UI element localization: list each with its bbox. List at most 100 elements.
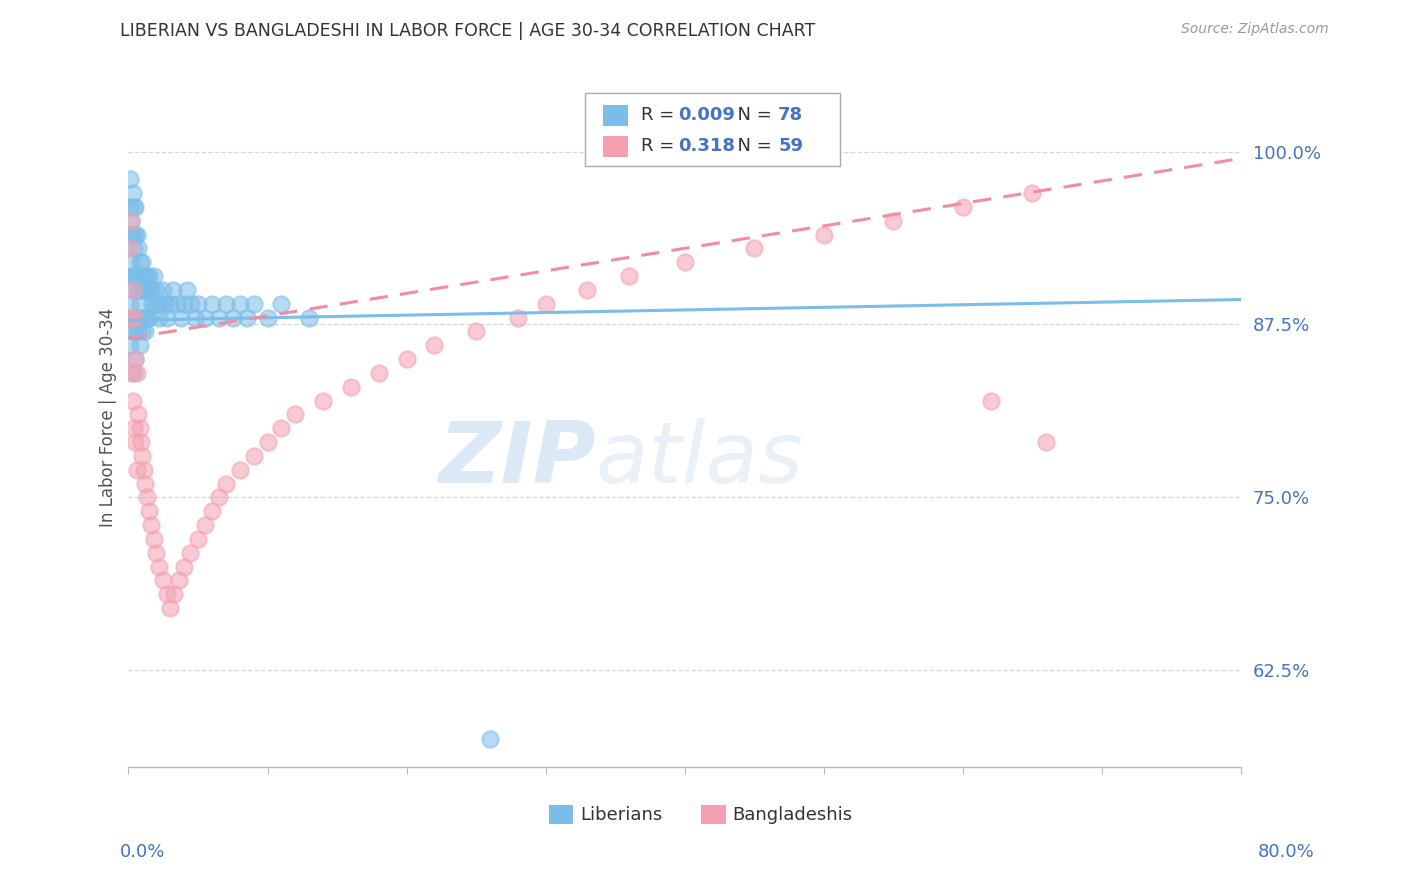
Point (167, 574, 190, 588)
Point (152, 574, 174, 588)
Point (159, 296, 181, 310)
Point (142, 268, 165, 283)
Point (118, 241, 141, 255)
Text: 59: 59 (778, 137, 803, 155)
Point (506, 310, 529, 325)
Point (576, 283, 599, 297)
Point (145, 546, 167, 560)
Point (129, 435, 152, 450)
Text: atlas: atlas (596, 418, 804, 501)
Point (162, 283, 184, 297)
Point (882, 213, 904, 227)
Point (122, 324, 145, 338)
Point (118, 200, 141, 214)
Point (128, 255, 150, 269)
Point (118, 338, 141, 352)
Point (122, 200, 145, 214)
Point (173, 296, 195, 310)
Point (122, 283, 145, 297)
Point (194, 310, 217, 325)
Point (136, 283, 159, 297)
Point (127, 408, 149, 422)
Point (125, 310, 148, 325)
Point (132, 463, 155, 477)
Point (170, 310, 193, 325)
Point (134, 283, 156, 297)
Point (298, 310, 321, 325)
Point (129, 268, 152, 283)
Point (465, 324, 488, 338)
Point (156, 310, 179, 325)
Point (121, 393, 143, 408)
Point (118, 172, 141, 186)
Point (120, 310, 142, 325)
Point (242, 449, 264, 463)
Point (149, 296, 172, 310)
Text: N =: N = (725, 106, 778, 124)
Text: 80.0%: 80.0% (1258, 843, 1315, 861)
Point (143, 296, 166, 310)
Point (121, 283, 143, 297)
Point (120, 255, 142, 269)
Point (228, 463, 250, 477)
Point (127, 324, 149, 338)
Point (163, 587, 186, 601)
Point (166, 296, 188, 310)
Text: R =: R = (641, 137, 681, 155)
Point (131, 324, 153, 338)
FancyBboxPatch shape (585, 93, 841, 166)
Point (159, 601, 181, 615)
Point (125, 366, 148, 380)
Point (148, 310, 170, 325)
Point (118, 296, 141, 310)
Point (179, 546, 201, 560)
Point (146, 296, 169, 310)
Point (395, 352, 418, 367)
Point (1035, 435, 1057, 450)
Point (270, 421, 292, 435)
Point (135, 268, 157, 283)
Point (131, 283, 153, 297)
Point (208, 310, 231, 325)
Text: ZIP: ZIP (439, 418, 596, 501)
Point (148, 559, 170, 574)
FancyBboxPatch shape (702, 805, 725, 824)
Text: R =: R = (641, 106, 681, 124)
Point (187, 296, 209, 310)
Point (125, 268, 148, 283)
Point (153, 296, 176, 310)
Point (120, 213, 142, 227)
Point (128, 338, 150, 352)
Point (120, 366, 142, 380)
Point (284, 408, 307, 422)
Point (128, 421, 150, 435)
Point (122, 310, 145, 325)
Point (673, 255, 696, 269)
Point (118, 310, 141, 325)
Point (127, 241, 149, 255)
Text: 0.318: 0.318 (678, 137, 735, 155)
Point (142, 532, 165, 546)
Point (184, 310, 207, 325)
Point (173, 559, 195, 574)
FancyBboxPatch shape (603, 104, 628, 126)
Point (138, 310, 160, 325)
Point (141, 296, 163, 310)
Point (124, 435, 146, 450)
Point (256, 435, 278, 450)
Point (132, 310, 155, 325)
Point (176, 283, 198, 297)
Text: 0.009: 0.009 (678, 106, 735, 124)
Point (194, 518, 217, 533)
Text: Bangladeshis: Bangladeshis (733, 805, 852, 823)
Point (122, 421, 145, 435)
Point (228, 296, 250, 310)
Point (121, 268, 143, 283)
Point (121, 186, 143, 200)
Point (201, 504, 224, 518)
Point (145, 283, 167, 297)
Point (125, 463, 148, 477)
Point (617, 268, 640, 283)
Point (208, 491, 231, 505)
Text: 0.0%: 0.0% (120, 843, 165, 861)
